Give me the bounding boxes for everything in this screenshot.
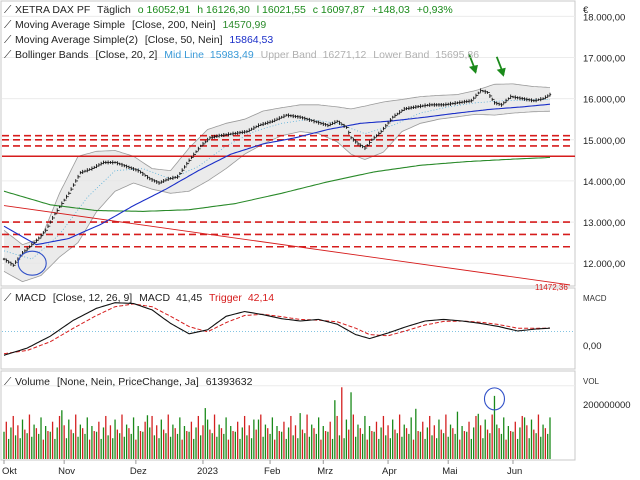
bollinger-band-area bbox=[4, 83, 550, 282]
highlight-circle bbox=[17, 250, 47, 276]
macd-panel bbox=[2, 302, 575, 356]
green-arrow-head bbox=[468, 64, 478, 74]
price-axis-tick-label: 18.000,00 bbox=[583, 12, 625, 23]
x-axis: Okt Nov Dez 2023 Feb Mrz Apr Mai Jun bbox=[2, 460, 522, 477]
x-axis-tick-label: Nov bbox=[58, 466, 75, 477]
macd-params: [Close, 12, 26, 9] bbox=[53, 292, 132, 304]
svg-text:Moving Average Simple [C: Moving Average Simple [Close, 200, Nein]… bbox=[15, 19, 266, 31]
volume-legend-icon: ⟋ bbox=[4, 376, 12, 388]
low-value: l 16021,55 bbox=[257, 4, 306, 16]
bollinger-legend-icon: ⟋ bbox=[4, 49, 12, 61]
price-panel bbox=[2, 15, 575, 286]
y-axis: 12.000,00 13.000,00 14.000,00 15.000,00 16.0… bbox=[583, 12, 625, 270]
svg-text:Moving Average Simple(2): Moving Average Simple(2) [Close, 50, Nei… bbox=[15, 34, 273, 46]
x-axis-tick-label: Mai bbox=[442, 466, 457, 477]
volume-highlight-circle bbox=[483, 387, 506, 411]
price-axis-tick-label: 17.000,00 bbox=[583, 54, 625, 65]
volume-tick: 200000000 bbox=[583, 400, 631, 411]
price-axis-tick-label: 14.000,00 bbox=[583, 177, 625, 188]
currency-label: € bbox=[583, 5, 589, 16]
svg-text:Bollinger Bands [Close,: Bollinger Bands [Close, 20, 2] Mid Line … bbox=[15, 49, 479, 61]
sma200-line bbox=[3, 156, 551, 212]
macd-line-label: MACD bbox=[139, 292, 170, 304]
macd-legend-icon: ⟋ bbox=[4, 292, 12, 304]
bollinger-upper-line bbox=[3, 83, 551, 246]
instrument-name: XETRA DAX PF bbox=[15, 4, 90, 16]
downtrend-line bbox=[3, 205, 571, 286]
change-percent: +0,93% bbox=[417, 4, 453, 16]
volume-header: ⟋ Volume [None, Nein, PriceChange, Ja] 6… bbox=[4, 376, 253, 388]
svg-text:Volume [None, Nein, Pric: Volume [None, Nein, PriceChange, Ja] 613… bbox=[15, 376, 253, 388]
sma50-legend-params: [Close, 50, Nein] bbox=[145, 34, 223, 46]
volume-value: 61393632 bbox=[206, 376, 253, 388]
price-axis-tick-label: 13.000,00 bbox=[583, 218, 625, 229]
svg-text:MACD [Close, 12, 26, 9]: MACD [Close, 12, 26, 9] MACD 41,45 Trigg… bbox=[15, 292, 274, 304]
volume-params: [None, Nein, PriceChange, Ja] bbox=[57, 376, 199, 388]
macd-title: MACD bbox=[15, 292, 46, 304]
x-axis-tick-label: Jun bbox=[507, 466, 522, 477]
bollinger-upper-label: Upper Band bbox=[261, 49, 317, 61]
bollinger-mid-value: 15983,49 bbox=[210, 49, 254, 61]
trigger-value: 42,14 bbox=[248, 292, 274, 304]
trendline-value-label: 11472,36 bbox=[535, 283, 568, 292]
trigger-label: Trigger bbox=[209, 292, 242, 304]
green-arrow-head bbox=[496, 67, 506, 77]
bollinger-lower-label: Lower Band bbox=[373, 49, 429, 61]
interval-label: Täglich bbox=[97, 4, 131, 16]
svg-text:XETRA DAX PF Täglich: XETRA DAX PF Täglich o 16052,91 h 16126,… bbox=[15, 4, 453, 16]
x-axis-tick-label: Dez bbox=[130, 466, 147, 477]
macd-header: ⟋ MACD [Close, 12, 26, 9] MACD 41,45 Tri… bbox=[4, 292, 274, 304]
price-axis-tick-label: 16.000,00 bbox=[583, 95, 625, 106]
x-axis-tick-label: Okt bbox=[2, 466, 17, 477]
sma50-legend-value: 15864,53 bbox=[229, 34, 273, 46]
bollinger-lower-value: 15695,86 bbox=[435, 49, 479, 61]
sma50-line bbox=[3, 103, 551, 246]
high-value: h 16126,30 bbox=[197, 4, 250, 16]
x-axis-tick-label: Apr bbox=[382, 466, 397, 477]
volume-axis-label: VOL bbox=[583, 377, 600, 386]
x-axis-tick-label: Feb bbox=[264, 466, 280, 477]
bollinger-legend-params: [Close, 20, 2] bbox=[95, 49, 157, 61]
price-axis-tick-label: 15.000,00 bbox=[583, 136, 625, 147]
x-axis-tick-label: Mrz bbox=[317, 466, 333, 477]
sma50-legend-icon: ⟋ bbox=[4, 34, 12, 46]
volume-panel bbox=[2, 385, 575, 459]
price-panel-frame bbox=[0, 0, 576, 287]
macd-panel-frame bbox=[0, 287, 576, 370]
macd-zero-tick: 0,00 bbox=[583, 341, 602, 352]
macd-axis-label: MACD bbox=[583, 294, 607, 303]
sma200-legend-params: [Close, 200, Nein] bbox=[132, 19, 216, 31]
macd-line-value: 41,45 bbox=[176, 292, 202, 304]
bollinger-mid-label: Mid Line bbox=[164, 49, 204, 61]
x-axis-tick-label: 2023 bbox=[197, 466, 218, 477]
bollinger-lower-line bbox=[3, 110, 551, 283]
sma200-legend-icon: ⟋ bbox=[4, 19, 12, 31]
sma200-legend-label: Moving Average Simple bbox=[15, 19, 125, 31]
change-value: +148,03 bbox=[372, 4, 410, 16]
close-value: c 16097,87 bbox=[313, 4, 365, 16]
macd-line bbox=[3, 302, 551, 356]
bollinger-upper-value: 16271,12 bbox=[323, 49, 367, 61]
header-arrow-icon: ⟋ bbox=[4, 4, 12, 16]
sma50-legend-label: Moving Average Simple(2) bbox=[15, 34, 138, 46]
volume-title: Volume bbox=[15, 376, 50, 388]
bollinger-legend-label: Bollinger Bands bbox=[15, 49, 89, 61]
price-header: ⟋ XETRA DAX PF Täglich o 16052,91 h 1612… bbox=[4, 4, 479, 61]
price-axis-tick-label: 12.000,00 bbox=[583, 259, 625, 270]
bollinger-mid-line bbox=[3, 99, 550, 260]
open-value: o 16052,91 bbox=[138, 4, 191, 16]
sma200-legend-value: 14570,99 bbox=[222, 19, 266, 31]
